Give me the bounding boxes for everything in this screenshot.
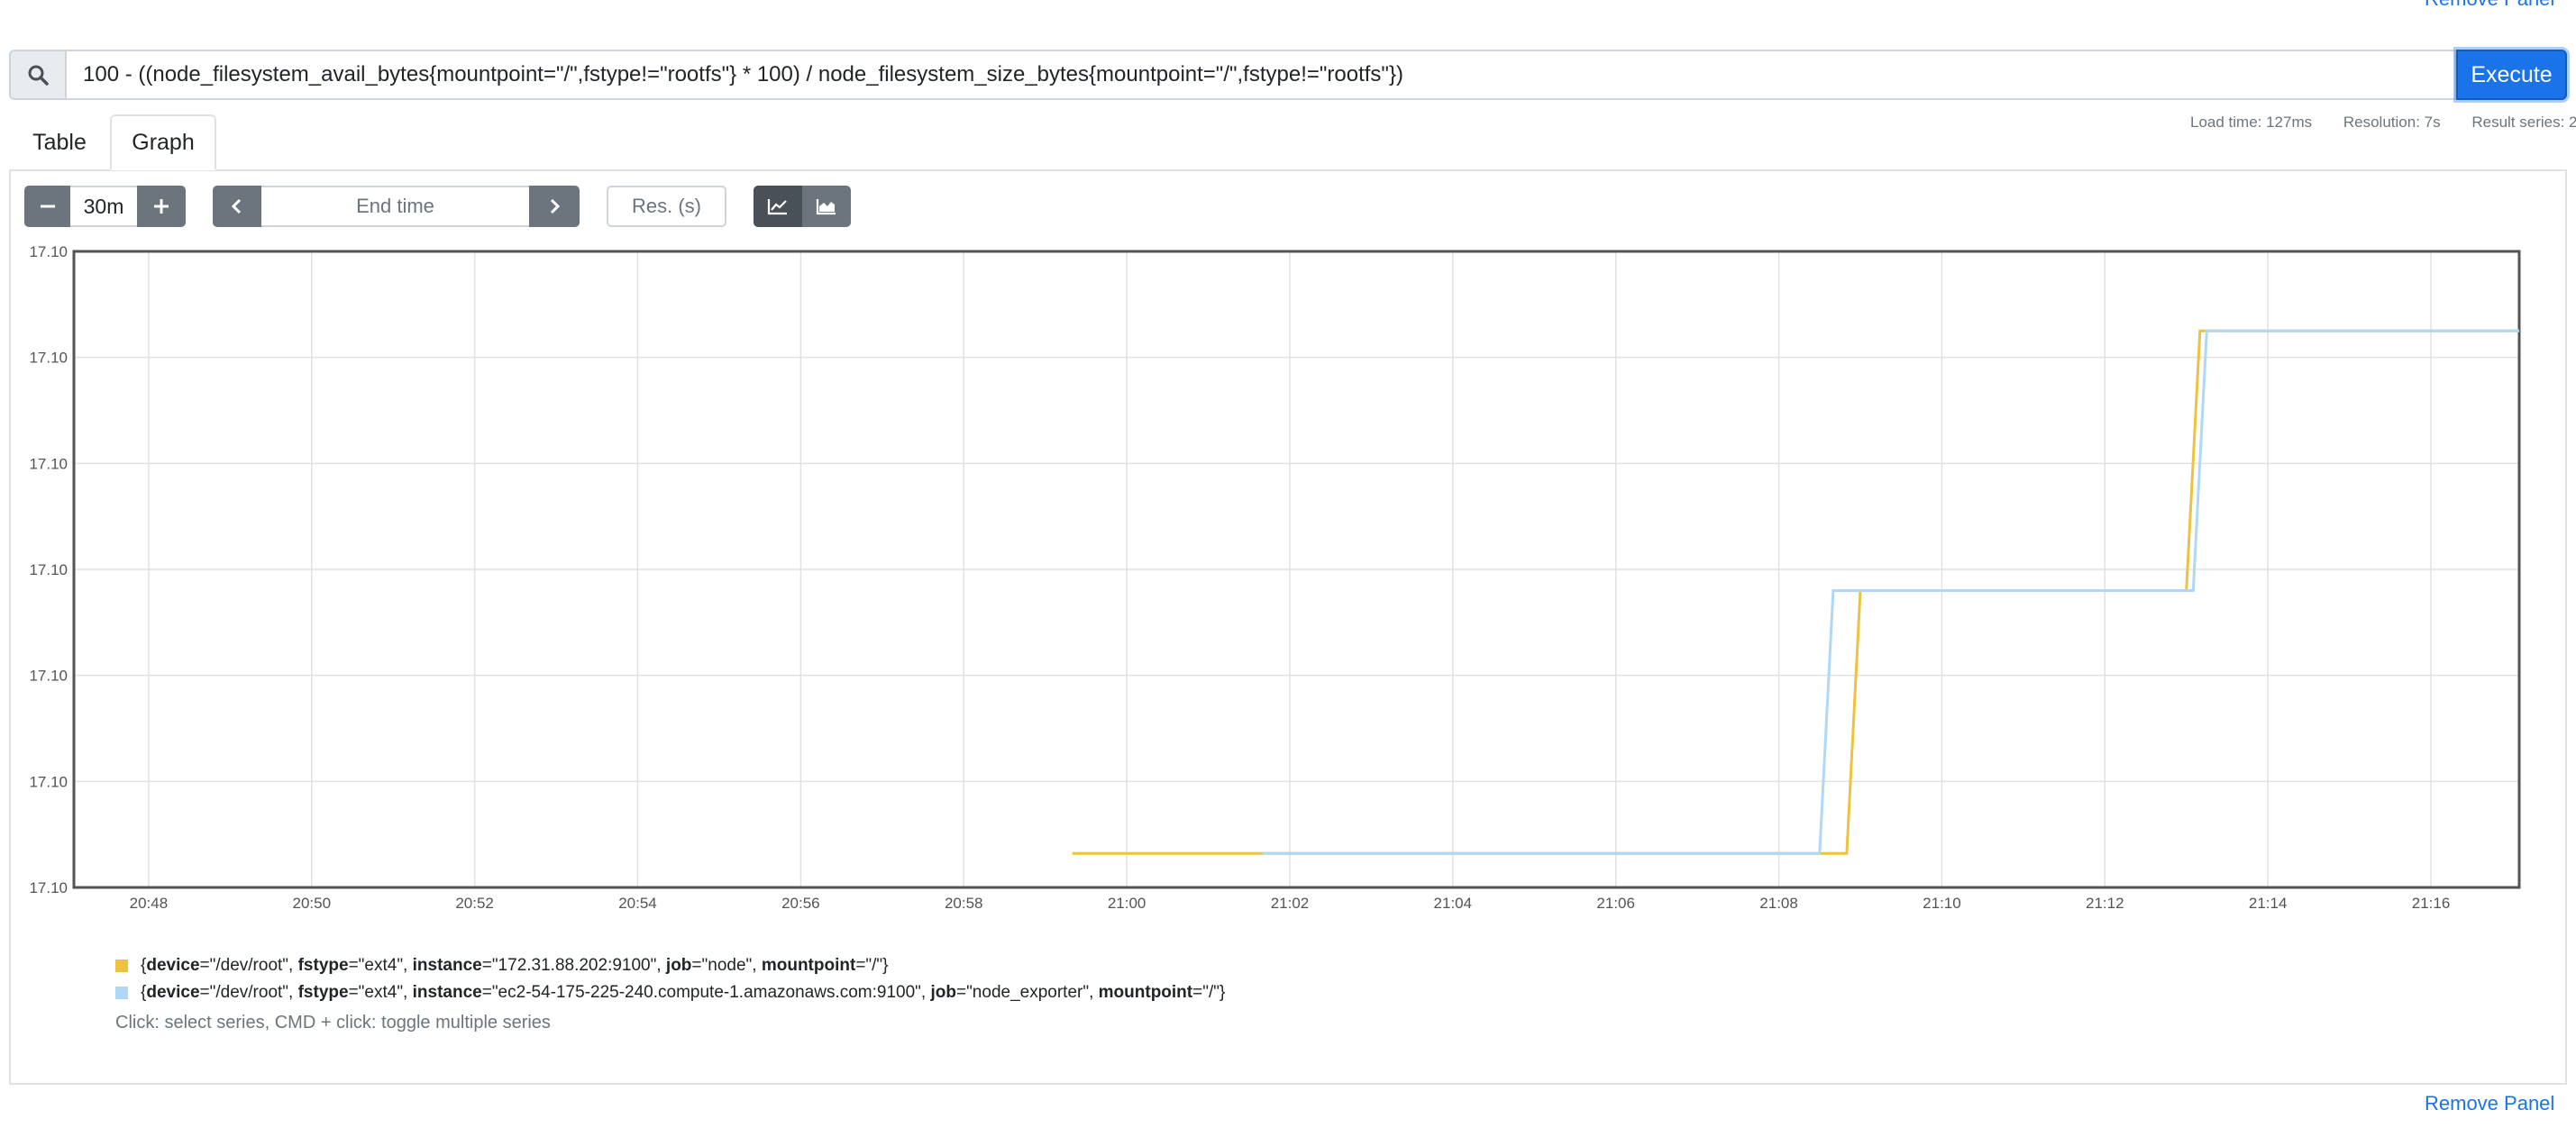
series-line [1262,329,2519,855]
increase-range-button[interactable] [137,186,186,227]
area-chart-icon [816,199,836,215]
x-tick-label: 21:04 [1434,895,1473,912]
unstacked-chart-button[interactable] [754,186,802,227]
x-tick-label: 20:58 [945,895,983,912]
x-tick-label: 21:16 [2412,895,2451,912]
y-tick-label: 17.10 [29,350,68,367]
legend-item[interactable]: {device="/dev/root", fstype="ext4", inst… [115,983,1225,1003]
query-stats: Load time: 127ms Resolution: 7s Result s… [2163,114,2576,132]
y-tick-label: 17.10 [29,561,68,578]
x-tick-label: 21:06 [1596,895,1635,912]
chevron-right-icon [550,198,561,214]
remove-panel-link[interactable]: Remove Panel [2425,0,2554,11]
resolution: Resolution: 7s [2343,114,2441,131]
end-time-forward-button[interactable] [529,186,580,227]
y-tick-label: 17.10 [29,243,68,260]
query-bar: 100 - ((node_filesystem_avail_bytes{moun… [9,50,2567,100]
x-tick-label: 20:54 [618,895,657,912]
execute-button[interactable]: Execute [2456,50,2567,100]
y-tick-label: 17.10 [29,879,68,896]
line-chart-icon [767,199,787,215]
tab-graph[interactable]: Graph [110,114,216,170]
query-expression-input[interactable]: 100 - ((node_filesystem_avail_bytes{moun… [65,50,2456,100]
series-swatch [115,987,128,999]
x-tick-label: 21:12 [2086,895,2124,912]
y-tick-label: 17.10 [29,773,68,790]
x-tick-label: 21:08 [1759,895,1798,912]
x-tick-label: 20:50 [292,895,331,912]
x-tick-label: 20:48 [130,895,169,912]
load-time: Load time: 127ms [2190,114,2313,131]
minus-icon [40,205,55,208]
y-tick-label: 17.10 [29,455,68,472]
legend-item[interactable]: {device="/dev/root", fstype="ext4", inst… [115,956,889,976]
x-tick-label: 21:00 [1108,895,1146,912]
graph-panel [9,169,2567,1085]
stacked-chart-button[interactable] [802,186,851,227]
plot-border [72,250,2521,889]
remove-panel-link[interactable]: Remove Panel [2425,1092,2555,1114]
legend-label: {device="/dev/root", fstype="ext4", inst… [141,956,889,975]
search-icon [9,50,65,100]
legend-help-text: Click: select series, CMD + click: toggl… [115,1013,551,1032]
plus-icon [154,199,169,214]
y-tick-label: 17.10 [29,668,68,685]
end-time-back-button[interactable] [213,186,261,227]
x-tick-label: 21:02 [1271,895,1310,912]
x-tick-label: 21:10 [1923,895,1961,912]
end-time-input[interactable]: End time [261,186,529,227]
range-input[interactable]: 30m [70,186,137,227]
resolution-input[interactable]: Res. (s) [607,186,726,227]
legend-label: {device="/dev/root", fstype="ext4", inst… [141,983,1226,1002]
x-tick-label: 20:56 [781,895,820,912]
tab-table[interactable]: Table [32,129,87,155]
decrease-range-button[interactable] [24,186,70,227]
x-tick-label: 21:14 [2249,895,2288,912]
series-swatch [115,960,128,972]
x-tick-label: 20:52 [455,895,494,912]
result-series: Result series: 2 [2471,114,2576,131]
chevron-left-icon [231,198,242,214]
